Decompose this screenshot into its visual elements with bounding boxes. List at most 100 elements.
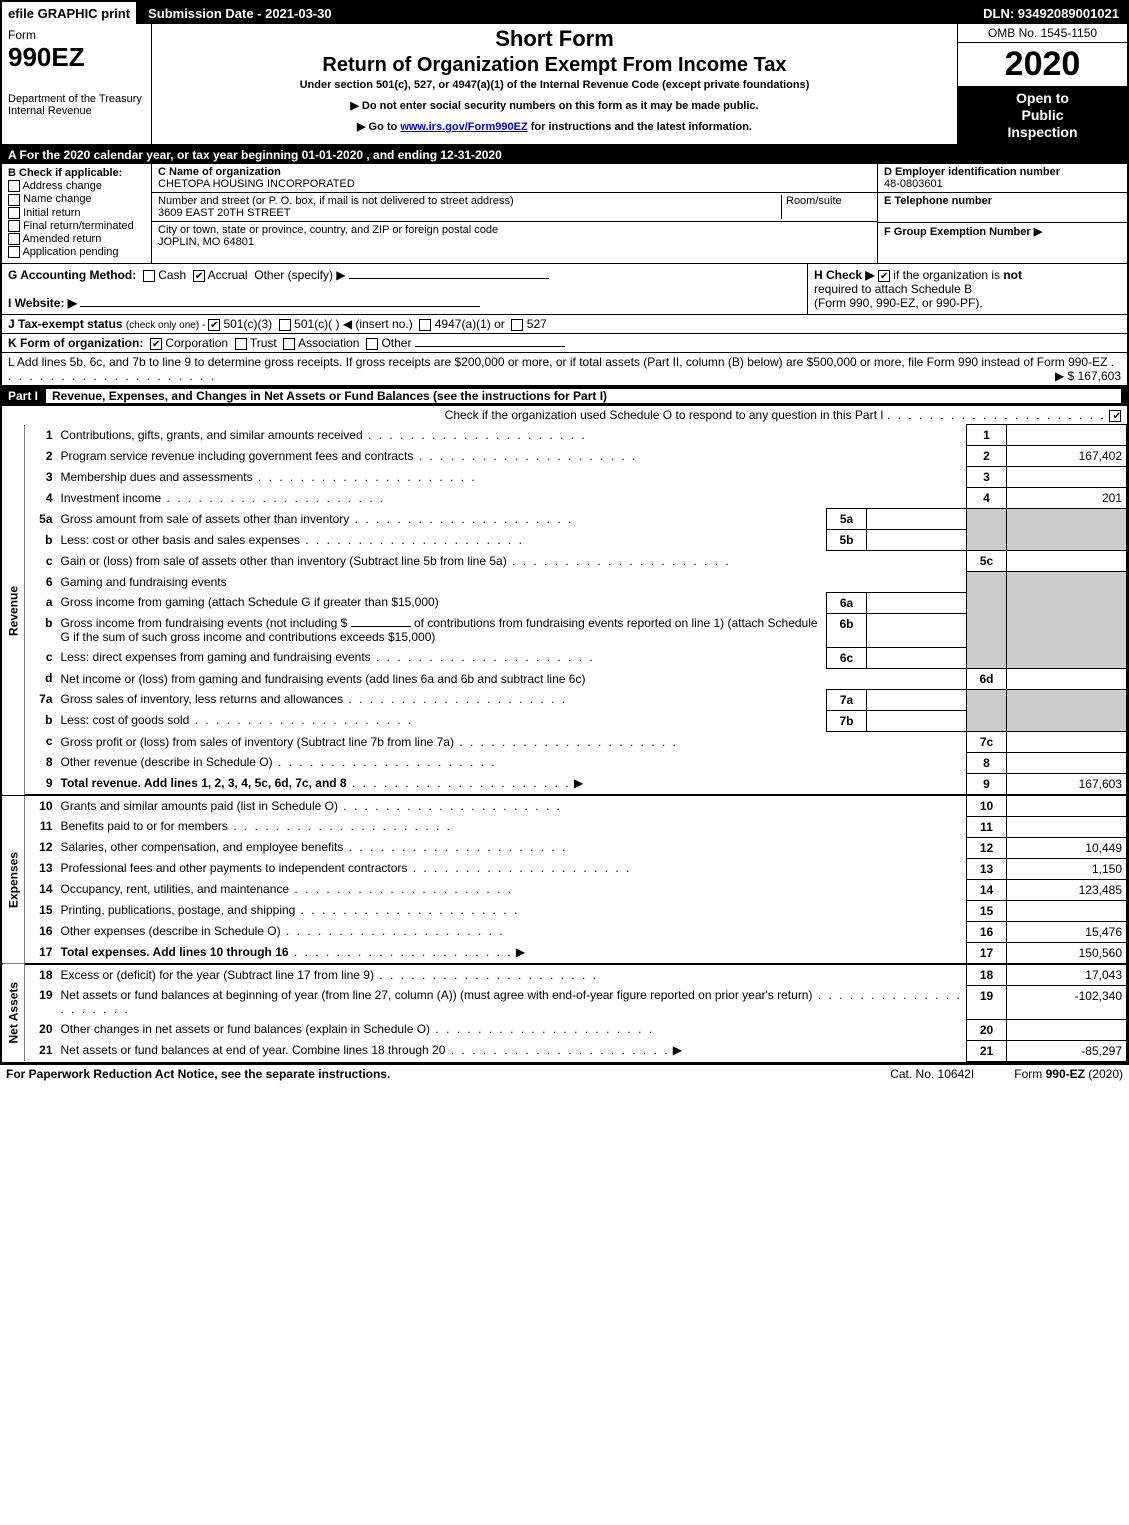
val-5b	[867, 530, 967, 551]
chk-amended-return[interactable]: Amended return	[8, 233, 145, 245]
dln: DLN: 93492089001021	[975, 2, 1127, 24]
chk-association[interactable]	[283, 338, 295, 350]
val-7c	[1007, 731, 1127, 752]
org-city: JOPLIN, MO 64801	[158, 236, 871, 248]
val-5c	[1007, 551, 1127, 572]
row-h: H Check ▶ if the organization is not req…	[807, 264, 1127, 314]
other-specify-input[interactable]	[349, 278, 549, 279]
b-label: B Check if applicable:	[8, 167, 145, 179]
org-address: 3609 EAST 20TH STREET	[158, 207, 781, 219]
top-bar: efile GRAPHIC print Submission Date - 20…	[2, 2, 1127, 24]
chk-initial-return[interactable]: Initial return	[8, 207, 145, 219]
dept-treasury: Department of the Treasury	[8, 93, 145, 105]
row-i: I Website: ▶	[8, 296, 801, 310]
chk-527[interactable]	[511, 319, 523, 331]
e-tel-label: E Telephone number	[884, 195, 1121, 207]
d-ein-label: D Employer identification number	[884, 166, 1121, 178]
val-21: -85,297	[1007, 1040, 1127, 1061]
val-7b	[867, 710, 967, 731]
g-other: Other (specify) ▶	[254, 268, 345, 282]
other-org-input[interactable]	[415, 346, 565, 347]
financial-table: Revenue 1 Contributions, gifts, grants, …	[2, 424, 1127, 1062]
inspect-line2: Public	[960, 107, 1125, 124]
rows-g-h-i: G Accounting Method: Cash Accrual Other …	[2, 264, 1127, 315]
chk-501c3[interactable]	[208, 319, 220, 331]
f-group-label: F Group Exemption Number ▶	[884, 225, 1121, 238]
row-j: J Tax-exempt status (check only one) - 5…	[2, 315, 1127, 334]
chk-application-pending[interactable]: Application pending	[8, 246, 145, 258]
val-4: 201	[1007, 488, 1127, 509]
form-word: Form	[8, 28, 145, 42]
omb-number: OMB No. 1545-1150	[958, 24, 1127, 43]
subtitle: Under section 501(c), 527, or 4947(a)(1)…	[158, 79, 951, 91]
val-8	[1007, 752, 1127, 773]
c-addr-label: Number and street (or P. O. box, if mail…	[158, 195, 781, 207]
chk-501c[interactable]	[279, 319, 291, 331]
val-3	[1007, 467, 1127, 488]
row-g: G Accounting Method: Cash Accrual Other …	[8, 268, 801, 282]
chk-trust[interactable]	[235, 338, 247, 350]
section-def: D Employer identification number 48-0803…	[877, 164, 1127, 263]
chk-corporation[interactable]	[150, 338, 162, 350]
efile-label: efile GRAPHIC print	[2, 2, 138, 24]
part-1-title: Revenue, Expenses, and Changes in Net As…	[46, 389, 1121, 403]
info-block: B Check if applicable: Address change Na…	[2, 164, 1127, 264]
room-suite-label: Room/suite	[781, 195, 871, 219]
section-b: B Check if applicable: Address change Na…	[2, 164, 152, 263]
chk-cash[interactable]	[143, 270, 155, 282]
row-l: L Add lines 5b, 6c, and 7b to line 9 to …	[2, 353, 1127, 386]
inspect-line3: Inspection	[960, 124, 1125, 141]
chk-schedule-b[interactable]	[878, 270, 890, 282]
val-13: 1,150	[1007, 858, 1127, 879]
part-1-label: Part I	[8, 389, 38, 403]
val-6d	[1007, 668, 1127, 689]
mid-left: G Accounting Method: Cash Accrual Other …	[2, 264, 807, 314]
form-990ez: efile GRAPHIC print Submission Date - 20…	[0, 0, 1129, 1064]
chk-name-change[interactable]: Name change	[8, 193, 145, 205]
chk-accrual[interactable]	[193, 270, 205, 282]
irs-link[interactable]: www.irs.gov/Form990EZ	[400, 121, 527, 133]
paperwork-notice: For Paperwork Reduction Act Notice, see …	[6, 1067, 390, 1081]
val-12: 10,449	[1007, 837, 1127, 858]
header-left: Form 990EZ Department of the Treasury In…	[2, 24, 152, 144]
revenue-side-label: Revenue	[2, 425, 25, 795]
val-6c	[867, 647, 967, 668]
chk-4947[interactable]	[419, 319, 431, 331]
val-1	[1007, 425, 1127, 446]
form-number: 990EZ	[8, 42, 145, 73]
val-11	[1007, 816, 1127, 837]
val-18: 17,043	[1007, 964, 1127, 986]
c-city-label: City or town, state or province, country…	[158, 224, 871, 236]
org-name: CHETOPA HOUSING INCORPORATED	[158, 178, 871, 190]
header-center: Short Form Return of Organization Exempt…	[152, 24, 957, 144]
val-10	[1007, 795, 1127, 817]
c-name-label: C Name of organization	[158, 166, 871, 178]
val-2: 167,402	[1007, 446, 1127, 467]
val-14: 123,485	[1007, 879, 1127, 900]
val-5a	[867, 509, 967, 530]
section-c: C Name of organization CHETOPA HOUSING I…	[152, 164, 877, 263]
chk-address-change[interactable]: Address change	[8, 180, 145, 192]
row-a-tax-year: A For the 2020 calendar year, or tax yea…	[2, 146, 1127, 164]
website-input[interactable]	[80, 306, 480, 307]
part-1-check: Check if the organization used Schedule …	[2, 406, 1127, 424]
instr-suffix: for instructions and the latest informat…	[528, 121, 752, 133]
chk-schedule-o[interactable]	[1109, 410, 1121, 422]
val-20	[1007, 1019, 1127, 1040]
irs: Internal Revenue	[8, 105, 145, 117]
form-header: Form 990EZ Department of the Treasury In…	[2, 24, 1127, 146]
expenses-side-label: Expenses	[2, 795, 25, 964]
val-17: 150,560	[1007, 942, 1127, 964]
instr-prefix: ▶ Go to	[357, 121, 400, 133]
form-ref: Form 990-EZ (2020)	[1014, 1067, 1123, 1081]
val-7a	[867, 689, 967, 710]
val-9: 167,603	[1007, 773, 1127, 795]
inspection-box: Open to Public Inspection	[958, 86, 1127, 144]
gross-receipts: ▶ $ 167,603	[1055, 369, 1121, 383]
val-6b	[867, 613, 967, 647]
short-form-label: Short Form	[158, 26, 951, 52]
chk-final-return[interactable]: Final return/terminated	[8, 220, 145, 232]
inspect-line1: Open to	[960, 90, 1125, 107]
instruction-link: ▶ Go to www.irs.gov/Form990EZ for instru…	[158, 120, 951, 133]
chk-other-org[interactable]	[366, 338, 378, 350]
